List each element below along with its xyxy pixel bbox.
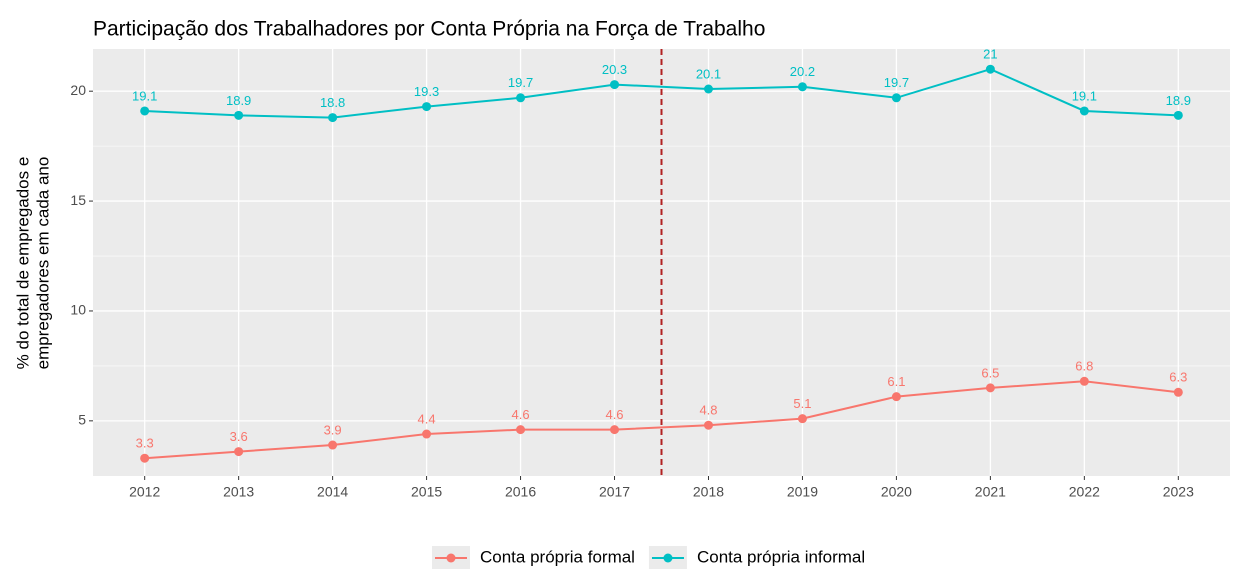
legend-label: Conta própria informal: [697, 547, 865, 566]
data-label: 4.4: [418, 411, 436, 426]
y-tick-label: 15: [70, 192, 86, 208]
point: [797, 82, 807, 92]
point: [328, 113, 338, 123]
data-label: 4.6: [605, 407, 623, 422]
x-tick-label: 2015: [411, 484, 442, 500]
x-tick-label: 2012: [129, 484, 160, 500]
line: [144, 68, 1179, 119]
x-tick-label: 2020: [881, 484, 912, 500]
x-tick-label: 2019: [787, 484, 818, 500]
point: [1079, 106, 1089, 116]
point: [610, 425, 620, 435]
data-label: 20.3: [602, 62, 627, 77]
data-label: 6.8: [1075, 359, 1093, 374]
chart-title: Participação dos Trabalhadores por Conta…: [93, 18, 765, 41]
point: [328, 440, 338, 450]
data-label: 4.8: [699, 403, 717, 418]
point: [422, 429, 432, 439]
data-label: 4.6: [512, 407, 530, 422]
point: [985, 64, 995, 74]
point: [516, 425, 526, 435]
data-label: 18.9: [1166, 93, 1191, 108]
point: [234, 447, 244, 457]
data-label: 19.1: [132, 88, 157, 103]
point: [234, 110, 244, 120]
point: [140, 453, 150, 463]
x-tick-label: 2014: [317, 484, 348, 500]
legend-point: [446, 553, 456, 563]
y-tick-label: 5: [78, 412, 86, 428]
point: [610, 80, 620, 90]
data-label: 6.5: [981, 365, 999, 380]
data-label: 3.9: [324, 422, 342, 437]
data-label: 18.9: [226, 93, 251, 108]
data-label: 20.2: [790, 64, 815, 79]
data-label: 5.1: [793, 396, 811, 411]
x-tick-label: 2016: [505, 484, 536, 500]
point: [516, 93, 526, 103]
point: [891, 93, 901, 103]
data-label: 3.3: [136, 436, 154, 451]
data-label: 21: [983, 47, 997, 62]
data-label: 19.7: [884, 75, 909, 90]
legend-point: [663, 553, 673, 563]
data-label: 19.3: [414, 84, 439, 99]
point: [703, 84, 713, 94]
point: [140, 106, 150, 116]
x-tick-label: 2013: [223, 484, 254, 500]
data-label: 6.3: [1169, 370, 1187, 385]
legend-label: Conta própria formal: [480, 547, 635, 566]
x-tick-label: 2018: [693, 484, 724, 500]
data-label: 19.1: [1072, 88, 1097, 103]
point: [797, 414, 807, 424]
data-label: 3.6: [230, 429, 248, 444]
x-tick-label: 2023: [1163, 484, 1194, 500]
data-label: 6.1: [887, 374, 905, 389]
data-label: 20.1: [696, 66, 721, 81]
x-tick-label: 2022: [1069, 484, 1100, 500]
x-tick-label: 2017: [599, 484, 630, 500]
point: [703, 420, 713, 430]
point: [1173, 387, 1183, 397]
line: [144, 380, 1179, 460]
point: [1079, 376, 1089, 386]
data-label: 18.8: [320, 95, 345, 110]
y-tick-label: 20: [70, 82, 86, 98]
point: [422, 102, 432, 112]
y-axis-label: % do total de empregados e: [13, 157, 32, 370]
point: [891, 392, 901, 402]
point: [1173, 110, 1183, 120]
x-tick-label: 2021: [975, 484, 1006, 500]
y-tick-label: 10: [70, 302, 86, 318]
y-axis-label: empregadores em cada ano: [33, 157, 52, 370]
data-label: 19.7: [508, 75, 533, 90]
point: [985, 383, 995, 393]
